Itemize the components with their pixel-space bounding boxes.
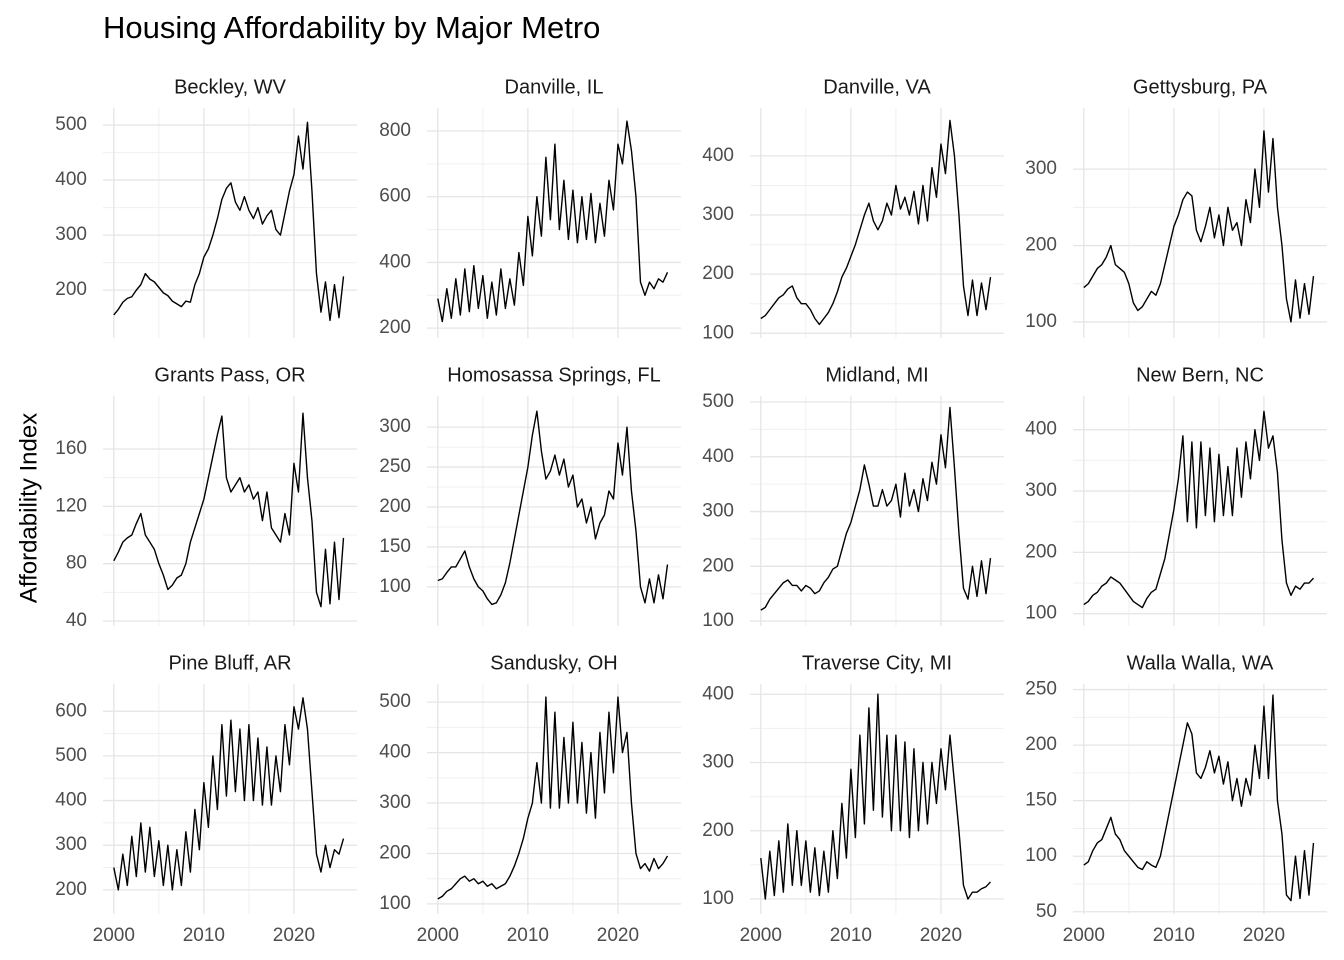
panel-title: Pine Bluff, AR (168, 652, 291, 674)
data-line (437, 120, 669, 323)
y-tick-label: 250 (1025, 679, 1057, 700)
y-tick-label: 150 (1025, 790, 1057, 811)
y-tick-label: 200 (1025, 235, 1057, 256)
y-axis-label: Affordability Index (15, 413, 42, 603)
y-tick-label: 300 (55, 834, 87, 855)
y-tick-label: 100 (702, 322, 734, 343)
y-tick-label: 200 (702, 555, 734, 576)
panel-title: Grants Pass, OR (154, 364, 305, 386)
y-tick-label: 80 (66, 553, 87, 574)
x-tick-label: 2020 (273, 925, 315, 946)
data-line (437, 696, 669, 900)
y-tick-label: 100 (702, 610, 734, 631)
y-tick-label: 500 (55, 114, 87, 135)
panel-title: New Bern, NC (1136, 364, 1264, 386)
x-tick-label: 2010 (183, 925, 225, 946)
y-tick-label: 500 (55, 745, 87, 766)
x-tick-label: 2020 (1243, 925, 1285, 946)
y-tick-label: 400 (702, 446, 734, 467)
y-tick-label: 400 (702, 683, 734, 704)
y-tick-label: 200 (379, 317, 411, 338)
y-tick-label: 600 (379, 186, 411, 207)
panel-title: Danville, VA (823, 76, 931, 98)
y-tick-label: 600 (55, 700, 87, 721)
x-tick-label: 2010 (1153, 925, 1195, 946)
x-tick-label: 2010 (507, 925, 549, 946)
chart-title: Housing Affordability by Major Metro (103, 10, 600, 45)
y-tick-label: 300 (702, 204, 734, 225)
y-tick-label: 200 (1025, 734, 1057, 755)
data-line (437, 410, 669, 606)
y-tick-label: 200 (55, 279, 87, 300)
panel-title: Homosassa Springs, FL (447, 364, 660, 386)
x-tick-label: 2000 (740, 925, 782, 946)
panel-title: Walla Walla, WA (1127, 652, 1274, 674)
y-tick-label: 300 (55, 224, 87, 245)
y-tick-label: 200 (55, 879, 87, 900)
y-tick-label: 300 (1025, 480, 1057, 501)
y-tick-label: 100 (1025, 603, 1057, 624)
y-tick-label: 800 (379, 120, 411, 141)
data-line (1083, 130, 1315, 323)
y-tick-label: 400 (55, 169, 87, 190)
y-tick-label: 40 (66, 610, 87, 631)
panel-title: Danville, IL (505, 76, 604, 98)
data-line (113, 121, 345, 322)
y-tick-label: 150 (379, 536, 411, 557)
y-tick-label: 200 (702, 263, 734, 284)
y-tick-label: 300 (702, 501, 734, 522)
y-tick-label: 100 (1025, 311, 1057, 332)
y-tick-label: 120 (55, 495, 87, 516)
y-tick-label: 300 (702, 752, 734, 773)
y-tick-label: 200 (379, 842, 411, 863)
y-tick-label: 300 (379, 416, 411, 437)
y-tick-label: 100 (1025, 845, 1057, 866)
y-tick-label: 300 (1025, 158, 1057, 179)
x-tick-label: 2000 (1063, 925, 1105, 946)
y-tick-label: 400 (702, 145, 734, 166)
y-tick-label: 250 (379, 456, 411, 477)
data-line (113, 697, 345, 891)
y-tick-label: 200 (379, 496, 411, 517)
y-tick-label: 100 (702, 888, 734, 909)
y-tick-label: 500 (379, 691, 411, 712)
y-tick-label: 100 (379, 893, 411, 914)
y-tick-label: 400 (1025, 419, 1057, 440)
y-tick-label: 400 (379, 742, 411, 763)
y-tick-label: 500 (702, 391, 734, 412)
panel-title: Gettysburg, PA (1133, 76, 1268, 98)
x-tick-label: 2000 (93, 925, 135, 946)
data-line (760, 693, 991, 900)
panel-title: Traverse City, MI (802, 652, 952, 674)
y-tick-label: 300 (379, 792, 411, 813)
data-line (1083, 694, 1315, 902)
y-tick-label: 400 (379, 251, 411, 272)
y-tick-label: 100 (379, 576, 411, 597)
data-line (760, 406, 992, 611)
x-tick-label: 2020 (920, 925, 962, 946)
y-tick-label: 200 (1025, 541, 1057, 562)
y-tick-label: 200 (702, 820, 734, 841)
x-tick-label: 2000 (417, 925, 459, 946)
x-tick-label: 2020 (597, 925, 639, 946)
y-tick-label: 400 (55, 790, 87, 811)
y-tick-label: 160 (55, 438, 87, 459)
data-line (760, 119, 992, 326)
x-tick-label: 2010 (830, 925, 872, 946)
panel-title: Midland, MI (825, 364, 928, 386)
panel-title: Beckley, WV (174, 76, 287, 98)
data-line (1083, 410, 1315, 609)
panel-title: Sandusky, OH (490, 652, 617, 674)
y-tick-label: 50 (1036, 901, 1057, 922)
data-line (113, 412, 345, 608)
